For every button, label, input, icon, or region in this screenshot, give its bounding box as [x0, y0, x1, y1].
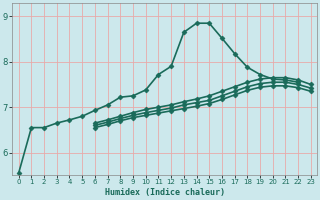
X-axis label: Humidex (Indice chaleur): Humidex (Indice chaleur): [105, 188, 225, 197]
